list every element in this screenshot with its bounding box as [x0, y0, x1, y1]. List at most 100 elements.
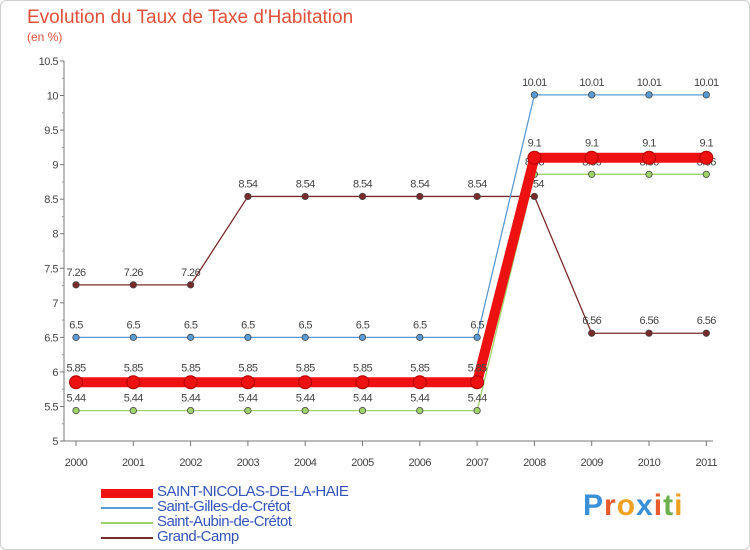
data-point — [244, 192, 252, 201]
data-point — [642, 150, 656, 165]
data-point — [584, 150, 599, 165]
data-point — [588, 170, 596, 178]
data-point — [416, 333, 424, 341]
data-label: 5.85 — [124, 362, 143, 374]
data-point — [244, 406, 252, 415]
data-label: 10.01 — [637, 77, 662, 89]
data-point — [702, 170, 710, 178]
data-point — [588, 329, 596, 337]
data-point — [645, 329, 653, 337]
data-label: 5.44 — [124, 393, 143, 405]
y-tick-label: 8 — [52, 229, 58, 241]
data-point — [298, 375, 313, 390]
legend-label: Saint-Aubin-de-Crétot — [157, 513, 292, 530]
data-point — [530, 192, 539, 201]
data-label: 6.56 — [697, 315, 716, 327]
data-point — [412, 375, 427, 390]
data-label: 7.26 — [124, 267, 143, 279]
data-label: 6.56 — [639, 315, 658, 327]
data-label: 6.5 — [470, 319, 484, 331]
data-point — [72, 281, 80, 289]
x-tick-label: 2004 — [294, 457, 317, 469]
x-tick-label: 2005 — [351, 457, 374, 469]
data-label: 5.44 — [296, 393, 315, 405]
data-label: 6.5 — [241, 319, 255, 331]
data-label: 6.5 — [69, 319, 83, 331]
y-tick-label: 10 — [47, 91, 59, 103]
legend-swatch — [101, 522, 153, 524]
legend-label: Saint-Gilles-de-Crétot — [157, 498, 291, 515]
data-point — [240, 375, 255, 390]
data-point — [473, 406, 481, 415]
data-label: 8.54 — [468, 178, 487, 190]
data-label: 9.1 — [700, 138, 714, 150]
series-line — [76, 152, 707, 388]
series-line — [76, 173, 707, 412]
x-tick-label: 2010 — [638, 457, 661, 469]
data-label: 5.44 — [468, 393, 487, 405]
data-label: 8.54 — [296, 178, 315, 190]
x-tick-label: 2006 — [409, 457, 432, 469]
data-point — [470, 375, 485, 390]
x-tick-label: 2000 — [65, 457, 88, 469]
y-tick-label: 10.5 — [39, 56, 59, 68]
data-point — [301, 192, 309, 201]
data-label: 5.44 — [410, 393, 429, 405]
data-point — [129, 406, 137, 415]
data-label: 6.56 — [582, 315, 601, 327]
data-label: 5.85 — [410, 362, 429, 374]
series-line — [76, 94, 707, 339]
data-point — [126, 375, 141, 390]
data-point — [588, 91, 596, 99]
logo-letter: t — [663, 489, 675, 522]
data-label: 8.54 — [353, 178, 372, 190]
data-point — [129, 281, 137, 289]
data-point — [301, 406, 309, 415]
data-label: 10.01 — [694, 77, 719, 89]
data-label: 8.54 — [238, 178, 257, 190]
x-tick-label: 2001 — [122, 457, 145, 469]
y-tick-label: 7 — [52, 298, 58, 310]
logo-letter: P — [583, 489, 605, 522]
data-label: 5.85 — [238, 362, 257, 374]
logo-letter: i — [674, 489, 684, 522]
data-point — [699, 150, 714, 165]
proxiti-logo: Proxiti — [583, 489, 683, 523]
data-label: 5.85 — [66, 362, 85, 374]
data-point — [187, 281, 195, 289]
data-label: 9.1 — [642, 138, 656, 150]
y-tick-label: 6.5 — [44, 332, 58, 344]
data-label: 5.44 — [353, 393, 372, 405]
chart-title: Evolution du Taux de Taxe d'Habitation — [27, 7, 354, 28]
data-point — [645, 170, 653, 178]
y-tick-label: 7.5 — [44, 263, 58, 275]
data-label: 6.5 — [413, 319, 427, 331]
legend-swatch — [101, 537, 153, 539]
chart-subtitle: (en %) — [27, 30, 63, 44]
data-label: 6.5 — [184, 319, 198, 331]
legend-label: SAINT-NICOLAS-DE-LA-HAIE — [157, 483, 349, 500]
data-label: 6.5 — [356, 319, 370, 331]
data-point — [702, 329, 710, 337]
data-label: 10.01 — [579, 77, 604, 89]
y-tick-label: 9 — [52, 160, 58, 172]
data-point — [473, 333, 481, 341]
x-tick-label: 2011 — [695, 457, 717, 469]
data-label: 9.1 — [585, 138, 599, 150]
data-point — [358, 333, 367, 341]
data-label: 7.26 — [66, 267, 85, 279]
data-point — [416, 406, 424, 415]
data-point — [244, 333, 252, 341]
data-point — [72, 406, 80, 415]
data-point — [358, 406, 367, 415]
x-tick-label: 2003 — [237, 457, 260, 469]
data-label: 10.01 — [522, 77, 547, 89]
logo-letter: r — [604, 489, 617, 522]
data-point — [530, 91, 539, 99]
y-tick-label: 6 — [52, 367, 58, 379]
data-point — [527, 150, 542, 165]
data-point — [301, 333, 309, 341]
logo-letter: i — [653, 489, 664, 522]
